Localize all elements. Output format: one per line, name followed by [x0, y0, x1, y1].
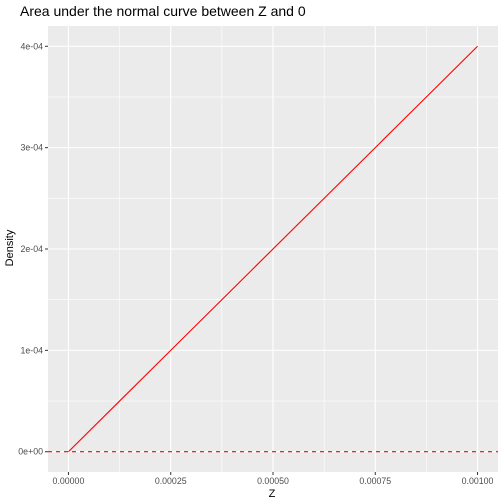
x-tick-label: 0.00075: [359, 476, 391, 486]
y-tick-label: 4e-04: [21, 41, 44, 51]
x-axis: 0.00000 0.00025 0.00050 0.00075 0.00100: [53, 472, 494, 486]
x-tick-label: 0.00050: [257, 476, 289, 486]
y-tick-label: 3e-04: [21, 143, 44, 153]
chart-title: Area under the normal curve between Z an…: [20, 3, 306, 19]
x-tick-label: 0.00025: [155, 476, 187, 486]
data-series: [68, 45, 478, 453]
series-line: [68, 45, 478, 453]
x-axis-label: Z: [269, 488, 276, 500]
y-axis: 0e+00 1e-04 2e-04 3e-04 4e-04: [18, 41, 48, 457]
y-axis-label: Density: [4, 229, 16, 266]
x-tick-label: 0.00000: [53, 476, 85, 486]
x-tick-label: 0.00100: [462, 476, 494, 486]
y-tick-label: 1e-04: [21, 345, 44, 355]
y-tick-label: 2e-04: [21, 244, 44, 254]
y-tick-label: 0e+00: [18, 447, 43, 457]
